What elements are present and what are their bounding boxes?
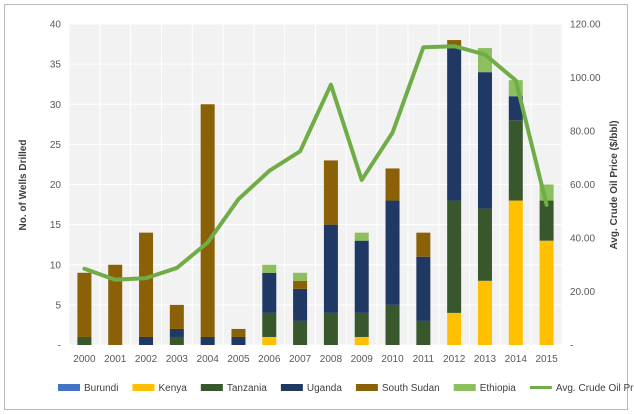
bar-tanzania-2012 (447, 200, 462, 313)
bar-kenya-2013 (477, 280, 492, 345)
price-line (82, 44, 549, 282)
bar-tanzania-2013 (477, 208, 492, 281)
y2-axis-title: Avg. Crude Oil Price ($/bbl) (609, 120, 620, 249)
bar-uganda-2003 (169, 328, 184, 337)
bar-ethiopia-2007 (293, 272, 308, 281)
bar-uganda-2013 (477, 72, 492, 209)
bar-kenya-2014 (508, 200, 523, 345)
bar-kenya-2006 (262, 336, 277, 345)
bar-uganda-2002 (139, 336, 154, 345)
x-tick-label: 2007 (289, 354, 312, 365)
bar-south-sudan-2001 (108, 264, 123, 345)
legend-swatch-kenya (132, 384, 155, 391)
x-tick-label: 2006 (258, 354, 281, 365)
bar-uganda-2011 (416, 256, 431, 321)
bar-uganda-2004 (200, 336, 215, 345)
y2-tick-label: 60.00 (570, 180, 595, 191)
x-tick-label: 2014 (505, 354, 528, 365)
legend-label-kenya: Kenya (158, 383, 187, 394)
x-tick-label: 2012 (443, 354, 466, 365)
bar-uganda-2012 (447, 48, 462, 201)
bar-tanzania-2015 (539, 200, 554, 241)
legend-label-south-sudan: South Sudan (382, 383, 440, 394)
y2-tick-label: 120.00 (570, 20, 601, 31)
bar-tanzania-2010 (385, 304, 400, 345)
bar-tanzania-2008 (323, 312, 338, 345)
bar-kenya-2015 (539, 240, 554, 345)
x-tick-label: 2001 (104, 354, 127, 365)
bar-uganda-2010 (385, 200, 400, 305)
y2-tick-label: 80.00 (570, 127, 595, 138)
x-tick-label: 2002 (135, 354, 158, 365)
bar-south-sudan-2010 (385, 168, 400, 201)
y2-tick-label: 20.00 (570, 287, 595, 298)
legend-label-avg-crude-oil-price-in-bbl: Avg. Crude Oil Price in $/bbl (556, 383, 634, 394)
bar-tanzania-2009 (354, 312, 369, 337)
bar-uganda-2009 (354, 240, 369, 313)
x-tick-label: 2004 (197, 354, 220, 365)
bar-south-sudan-2012 (447, 40, 462, 49)
x-tick-label: 2011 (413, 354, 435, 365)
bar-south-sudan-2000 (77, 272, 92, 337)
bar-tanzania-2011 (416, 320, 431, 345)
x-tick-label: 2005 (227, 354, 250, 365)
bar-south-sudan-2003 (169, 304, 184, 329)
legend-swatch-uganda (280, 384, 303, 391)
bar-south-sudan-2007 (293, 280, 308, 289)
bar-ethiopia-2009 (354, 232, 369, 241)
x-tick-label: 2010 (381, 354, 404, 365)
bar-kenya-2012 (447, 312, 462, 345)
bar-tanzania-2006 (262, 312, 277, 337)
legend-label-burundi: Burundi (84, 383, 118, 394)
bar-tanzania-2014 (508, 120, 523, 201)
legend-label-uganda: Uganda (307, 383, 342, 394)
bar-uganda-2006 (262, 272, 277, 313)
legend-label-ethiopia: Ethiopia (480, 383, 517, 394)
bar-south-sudan-2008 (323, 160, 338, 225)
bar-uganda-2008 (323, 224, 338, 313)
bar-tanzania-2000 (77, 336, 92, 345)
bar-kenya-2009 (354, 336, 369, 345)
legend-label-tanzania: Tanzania (227, 383, 267, 394)
oil-price-line (82, 44, 549, 282)
x-tick-label: 2009 (351, 354, 374, 365)
legend-swatch-burundi (58, 384, 80, 391)
legend: Burundi Kenya Tanzania Uganda South Sudan Eth… (58, 383, 634, 394)
bar-south-sudan-2005 (231, 328, 246, 337)
bar-ethiopia-2006 (262, 264, 277, 273)
bar-uganda-2005 (231, 336, 246, 345)
y-tick-label: 20 (50, 180, 62, 191)
x-tick-label: 2003 (166, 354, 189, 365)
bars (77, 40, 554, 345)
bar-tanzania-2003 (169, 336, 184, 345)
y-tick-label: - (58, 341, 61, 352)
x-tick-label: 2015 (535, 354, 558, 365)
y-tick-label: 35 (50, 60, 62, 71)
bar-south-sudan-2002 (139, 232, 154, 337)
x-tick-label: 2013 (474, 354, 497, 365)
legend-swatch-tanzania (200, 384, 223, 391)
y-tick-label: 30 (50, 100, 62, 111)
y2-tick-label: - (570, 341, 573, 352)
axes: - 5 10 15 20 25 30 35 40 - 20.00 40.00 60.00 80.00 100… (50, 20, 601, 366)
y-tick-label: 25 (50, 140, 62, 151)
y-tick-label: 15 (50, 220, 62, 231)
y-tick-label: 40 (50, 20, 62, 31)
bar-uganda-2007 (293, 288, 308, 321)
x-tick-label: 2000 (73, 354, 96, 365)
bar-south-sudan-2011 (416, 232, 431, 257)
bar-tanzania-2007 (293, 320, 308, 345)
legend-swatch-south-sudan (355, 384, 378, 391)
y-axis-title: No. of Wells Drilled (18, 140, 29, 231)
y2-tick-label: 100.00 (570, 73, 601, 84)
bar-south-sudan-2004 (200, 104, 215, 337)
y-tick-label: 5 (55, 300, 61, 311)
y2-tick-label: 40.00 (570, 234, 595, 245)
y-tick-label: 10 (50, 260, 62, 271)
x-tick-label: 2008 (320, 354, 343, 365)
legend-swatch-ethiopia (453, 384, 476, 391)
